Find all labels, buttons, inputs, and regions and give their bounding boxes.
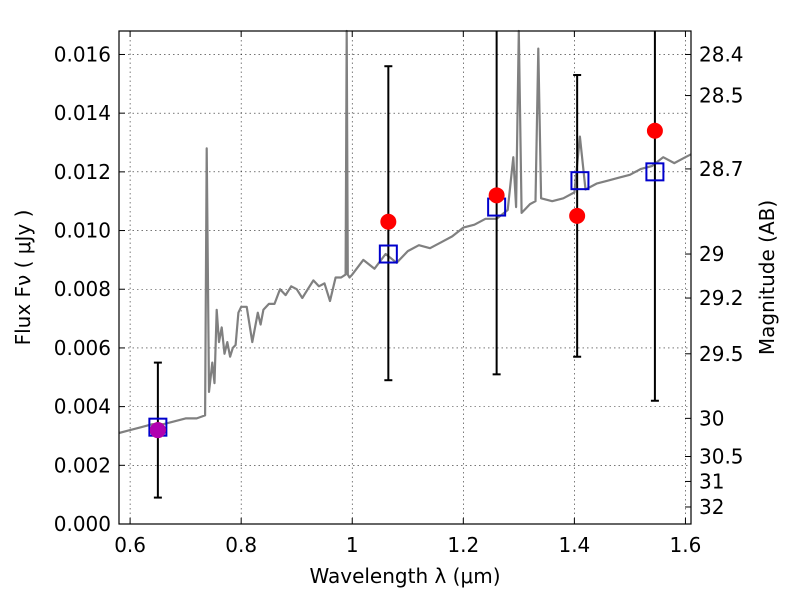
model-band-point bbox=[378, 244, 398, 264]
axis-ticks: 0.6 0.8 1 1.2 1.4 1.6 0.000 0.002 0.004 0.006 0.00… bbox=[54, 31, 744, 557]
grid-lines bbox=[119, 31, 691, 525]
y-tick-label: 0.012 bbox=[54, 160, 111, 184]
magnitude-tick-label: 28.5 bbox=[699, 84, 744, 108]
magnitude-tick-label: 28.4 bbox=[699, 42, 744, 66]
y-tick-label: 0.000 bbox=[54, 512, 111, 536]
error-bars bbox=[153, 31, 659, 499]
magnitude-tick-label: 30 bbox=[699, 406, 724, 430]
observed-point bbox=[488, 187, 505, 204]
observed-points bbox=[149, 122, 663, 439]
x-axis-label: Wavelength λ (μm) bbox=[309, 564, 500, 588]
x-tick-label: 0.6 bbox=[114, 533, 146, 557]
plot-frame bbox=[118, 30, 692, 525]
magnitude-tick-label: 29.5 bbox=[699, 342, 744, 366]
model-band-points bbox=[148, 162, 665, 437]
magnitude-tick-label: 30.5 bbox=[699, 445, 744, 469]
y-tick-label: 0.004 bbox=[54, 395, 111, 419]
x-tick-label: 1.6 bbox=[670, 533, 702, 557]
observed-point bbox=[646, 122, 663, 139]
x-tick-label: 1.2 bbox=[447, 533, 479, 557]
observed-point bbox=[380, 213, 397, 230]
magnitude-tick-label: 29 bbox=[699, 242, 724, 266]
y-tick-label: 0.002 bbox=[54, 453, 111, 477]
y-tick-label: 0.016 bbox=[54, 42, 111, 66]
y-tick-label: 0.006 bbox=[54, 336, 111, 360]
spectrum-line bbox=[118, 29, 692, 435]
y-tick-label: 0.014 bbox=[54, 101, 111, 125]
observed-point bbox=[569, 207, 586, 224]
x-tick-label: 0.8 bbox=[225, 533, 257, 557]
y-tick-label: 0.010 bbox=[54, 219, 111, 243]
magnitude-tick-label: 32 bbox=[699, 495, 724, 519]
magnitude-tick-label: 31 bbox=[699, 469, 724, 493]
x-tick-label: 1.4 bbox=[558, 533, 590, 557]
model-spectrum bbox=[118, 29, 692, 435]
model-band-point bbox=[570, 171, 590, 191]
highlight-point bbox=[149, 422, 166, 439]
magnitude-tick-label: 29.2 bbox=[699, 286, 744, 310]
model-band-point bbox=[645, 162, 665, 182]
right-axis-label: Magnitude (AB) bbox=[755, 200, 779, 355]
x-tick-label: 1 bbox=[346, 533, 359, 557]
y-axis-label: Flux Fν ( μJy ) bbox=[11, 210, 35, 346]
y-tick-label: 0.008 bbox=[54, 277, 111, 301]
magnitude-tick-label: 28.7 bbox=[699, 157, 744, 181]
